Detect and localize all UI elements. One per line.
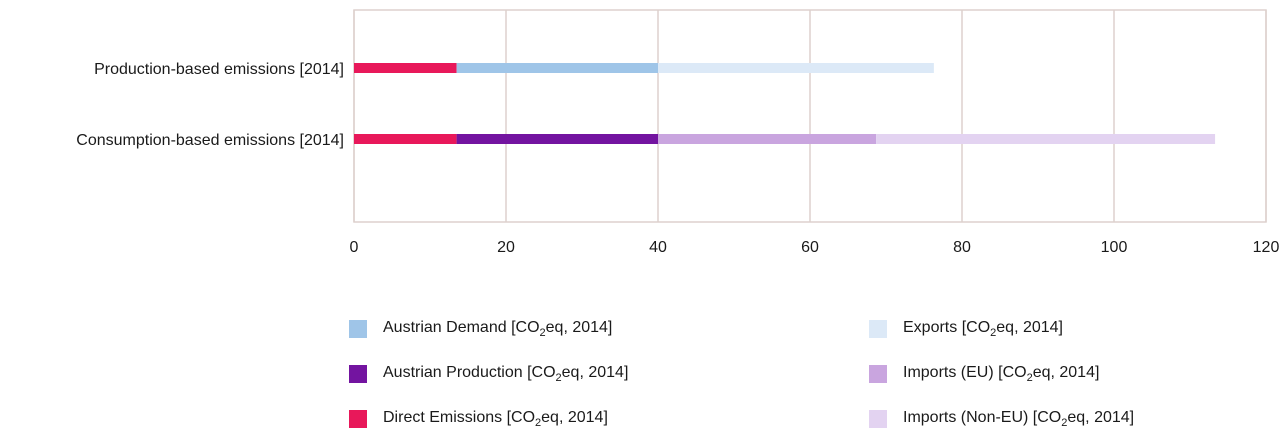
x-tick-label-40: 40 xyxy=(649,239,667,256)
bar-segment-production-1 xyxy=(456,134,658,144)
bar-segment-demand-0 xyxy=(456,63,658,73)
chart-bars xyxy=(354,63,1216,144)
x-tick-label-0: 0 xyxy=(350,239,359,256)
bar-segment-direct-0 xyxy=(354,63,457,73)
x-tick-label-120: 120 xyxy=(1253,239,1280,256)
chart-grid xyxy=(353,9,1267,223)
category-label-0: Production-based emissions [2014] xyxy=(94,61,344,78)
bar-segment-exports-0 xyxy=(658,63,934,73)
x-tick-label-20: 20 xyxy=(497,239,515,256)
x-tick-label-60: 60 xyxy=(801,239,819,256)
bar-segment-imports_eu-1 xyxy=(658,134,877,144)
category-labels: Production-based emissions [2014] Consump… xyxy=(76,61,344,149)
x-axis-tick-labels: 0 20 40 60 80 100 120 xyxy=(350,239,1280,256)
bar-segment-direct-1 xyxy=(354,134,457,144)
category-label-1: Consumption-based emissions [2014] xyxy=(76,132,344,149)
x-tick-label-80: 80 xyxy=(953,239,971,256)
x-tick-label-100: 100 xyxy=(1101,239,1128,256)
bar-segment-imports_non_eu-1 xyxy=(876,134,1216,144)
